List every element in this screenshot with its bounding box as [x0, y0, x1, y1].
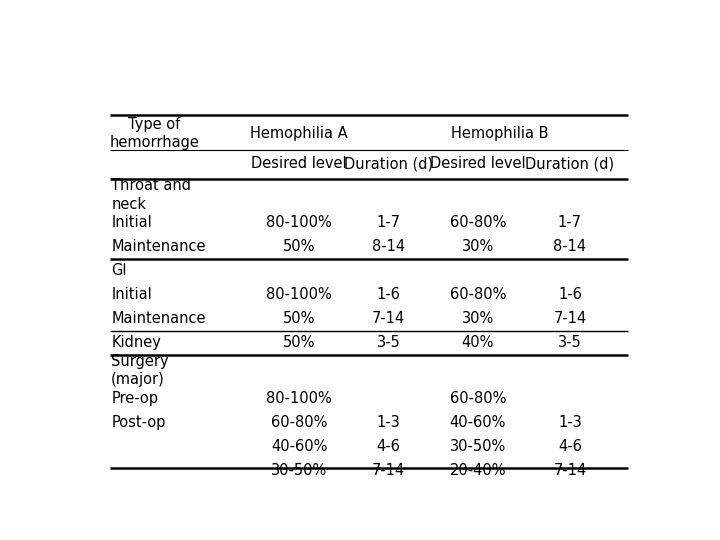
Text: Hemophilia B: Hemophilia B — [451, 126, 549, 141]
Text: 7-14: 7-14 — [372, 463, 405, 478]
Text: Duration (d): Duration (d) — [344, 156, 433, 171]
Text: 3-5: 3-5 — [377, 335, 400, 350]
Text: GI: GI — [111, 263, 127, 278]
Text: 4-6: 4-6 — [377, 439, 400, 454]
Text: Desired level: Desired level — [251, 156, 347, 171]
Text: 60-80%: 60-80% — [449, 215, 506, 230]
Text: 4-6: 4-6 — [558, 439, 582, 454]
Text: 30-50%: 30-50% — [450, 439, 506, 454]
Text: Kidney: Kidney — [111, 335, 161, 350]
Text: Desired level: Desired level — [430, 156, 526, 171]
Text: 30%: 30% — [462, 312, 494, 326]
Text: 40-60%: 40-60% — [449, 415, 506, 430]
Text: Maintenance: Maintenance — [111, 239, 206, 254]
Text: Initial: Initial — [111, 287, 152, 302]
Text: Maintenance: Maintenance — [111, 312, 206, 326]
Text: Surgery
(major): Surgery (major) — [111, 354, 168, 387]
Text: Pre-op: Pre-op — [111, 391, 158, 406]
Text: 50%: 50% — [283, 335, 315, 350]
Text: 8-14: 8-14 — [372, 239, 405, 254]
Text: 80-100%: 80-100% — [266, 287, 332, 302]
Text: Post-op: Post-op — [111, 415, 166, 430]
Text: Hemophilia A: Hemophilia A — [251, 126, 348, 141]
Text: 40%: 40% — [462, 335, 494, 350]
Text: 1-7: 1-7 — [558, 215, 582, 230]
Text: 8-14: 8-14 — [553, 239, 587, 254]
Text: 80-100%: 80-100% — [266, 391, 332, 406]
Text: 40-60%: 40-60% — [271, 439, 328, 454]
Text: Throat and
neck: Throat and neck — [111, 178, 192, 212]
Text: 20-40%: 20-40% — [449, 463, 506, 478]
Text: 30-50%: 30-50% — [271, 463, 328, 478]
Text: 80-100%: 80-100% — [266, 215, 332, 230]
Text: 30%: 30% — [462, 239, 494, 254]
Text: 7-14: 7-14 — [372, 312, 405, 326]
Text: 60-80%: 60-80% — [449, 287, 506, 302]
Text: 50%: 50% — [283, 312, 315, 326]
Text: Duration (d): Duration (d) — [526, 156, 614, 171]
Text: 50%: 50% — [283, 239, 315, 254]
Text: Initial: Initial — [111, 215, 152, 230]
Text: 7-14: 7-14 — [553, 312, 587, 326]
Text: 1-3: 1-3 — [558, 415, 582, 430]
Text: 1-6: 1-6 — [377, 287, 400, 302]
Text: Type of
hemorrhage: Type of hemorrhage — [109, 117, 199, 150]
Text: 60-80%: 60-80% — [271, 415, 328, 430]
Text: 1-7: 1-7 — [377, 215, 400, 230]
Text: 3-5: 3-5 — [558, 335, 582, 350]
Text: 60-80%: 60-80% — [449, 391, 506, 406]
Text: 1-3: 1-3 — [377, 415, 400, 430]
Text: 7-14: 7-14 — [553, 463, 587, 478]
Text: 1-6: 1-6 — [558, 287, 582, 302]
